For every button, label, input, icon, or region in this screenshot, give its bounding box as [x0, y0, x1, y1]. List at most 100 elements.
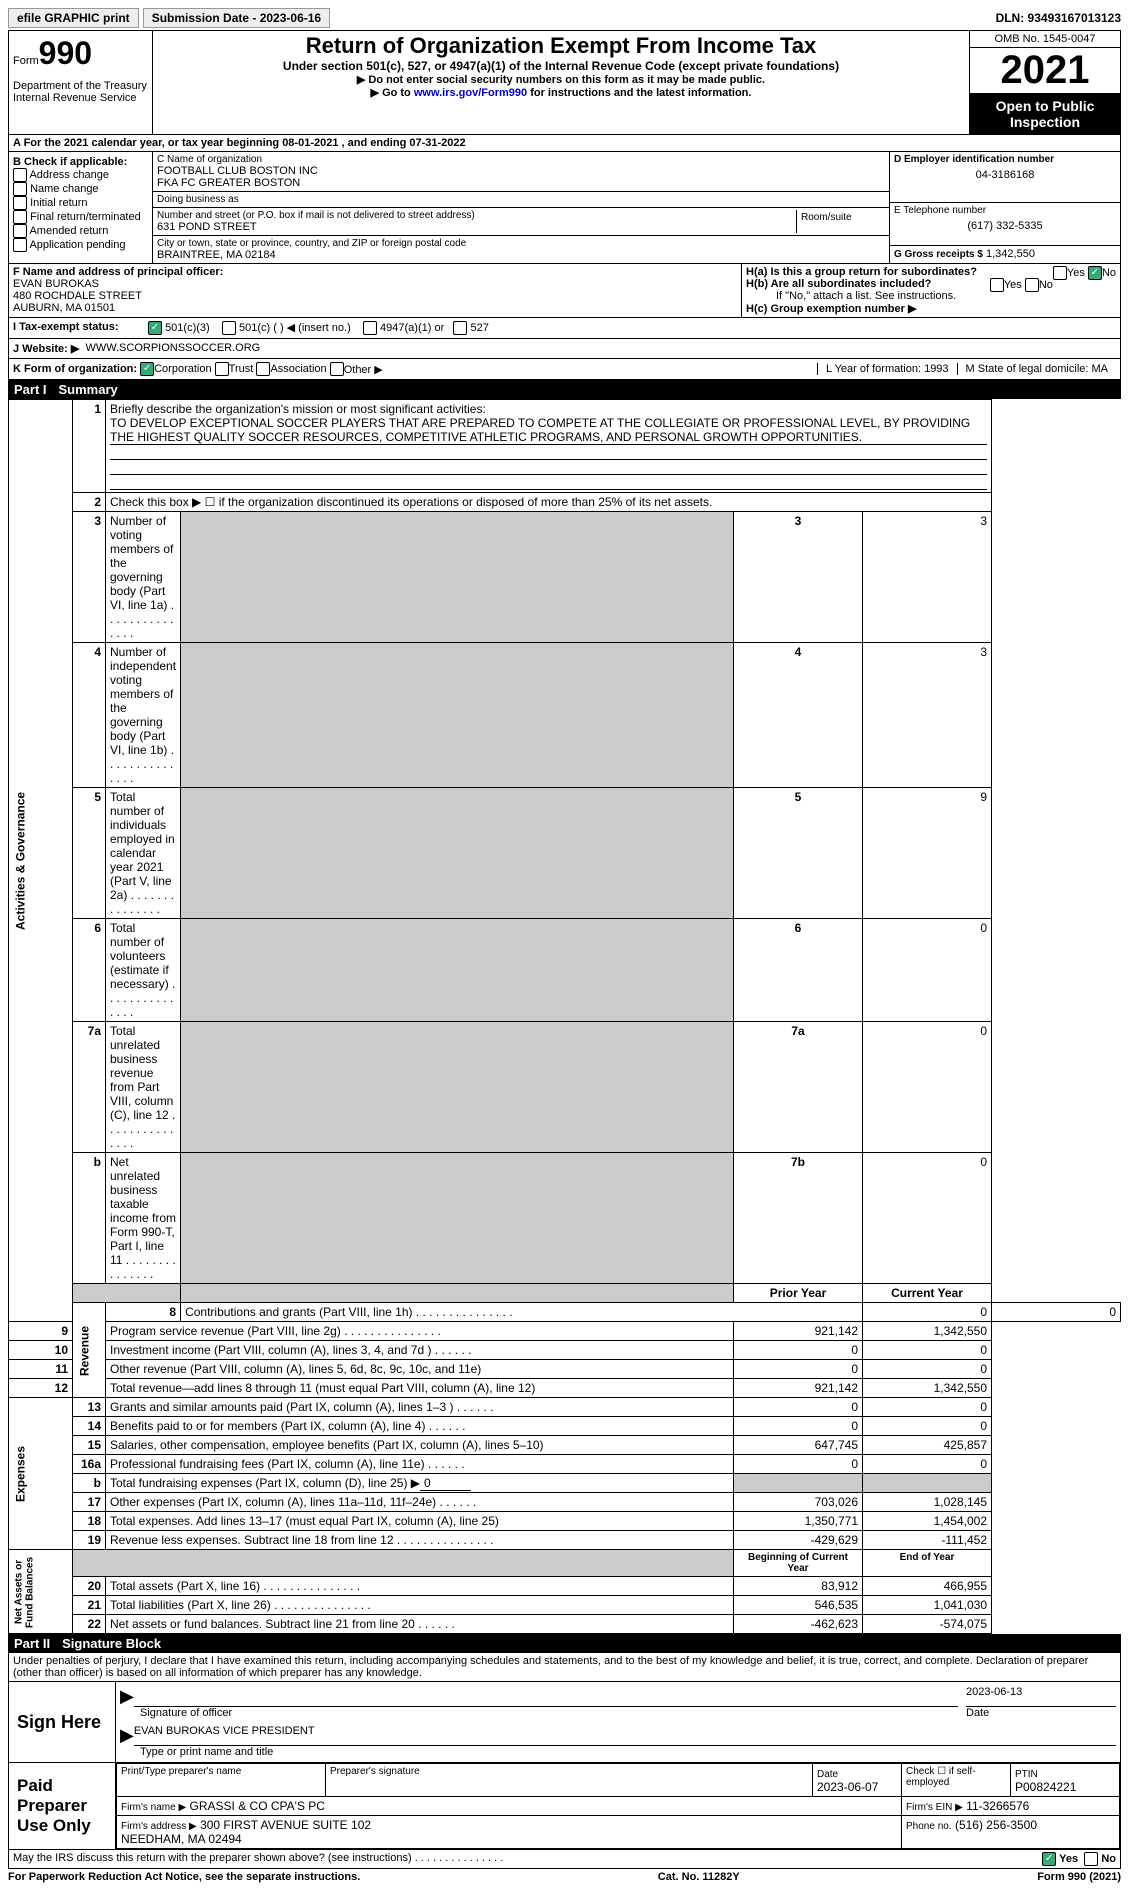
val-4: 3 — [863, 643, 992, 788]
chk-trust[interactable] — [215, 362, 229, 376]
vlabel-rev: Revenue — [73, 1303, 106, 1398]
open-to-public: Open to Public Inspection — [970, 94, 1120, 134]
ha-no[interactable] — [1088, 266, 1102, 280]
officer-street: 480 ROCHDALE STREET — [13, 290, 737, 302]
discuss-no[interactable] — [1084, 1852, 1098, 1866]
instr-ssn: ▶ Do not enter social security numbers o… — [159, 73, 963, 86]
ein-label: D Employer identification number — [894, 154, 1116, 165]
self-employed-check[interactable]: Check ☐ if self-employed — [902, 1764, 1011, 1797]
pra-notice: For Paperwork Reduction Act Notice, see … — [8, 1871, 360, 1883]
form-header: Form990 Department of the Treasury Inter… — [8, 30, 1121, 135]
firm-phone: (516) 256-3500 — [955, 1818, 1037, 1832]
footer: For Paperwork Reduction Act Notice, see … — [8, 1869, 1121, 1885]
chk-address-change[interactable]: Address change — [13, 168, 148, 182]
ha-yes[interactable] — [1053, 266, 1067, 280]
chk-4947[interactable] — [363, 321, 377, 335]
chk-initial-return[interactable]: Initial return — [13, 196, 148, 210]
cy-hdr: Current Year — [863, 1284, 992, 1303]
gross-value: 1,342,550 — [986, 248, 1035, 260]
sign-here-section: Sign Here ▶ 2023-06-13 Signature of offi… — [8, 1682, 1121, 1763]
row-i: I Tax-exempt status: 501(c)(3) 501(c) ( … — [8, 318, 1121, 339]
instr-goto: ▶ Go to www.irs.gov/Form990 for instruct… — [159, 86, 963, 99]
discuss-row: May the IRS discuss this return with the… — [8, 1850, 1121, 1869]
state-domicile: M State of legal domicile: MA — [957, 363, 1116, 375]
chk-application-pending[interactable]: Application pending — [13, 238, 148, 252]
arrow-icon: ▶ — [120, 1686, 134, 1707]
perjury-text: Under penalties of perjury, I declare th… — [8, 1653, 1121, 1682]
vlabel-exp: Expenses — [9, 1398, 73, 1550]
row-j: J Website: ▶ WWW.SCORPIONSSOCCER.ORG — [8, 339, 1121, 359]
form-ref: Form 990 (2021) — [1037, 1871, 1121, 1883]
f-label: F Name and address of principal officer: — [13, 266, 737, 278]
submission-date-button[interactable]: Submission Date - 2023-06-16 — [143, 8, 330, 28]
website-value: WWW.SCORPIONSSOCCER.ORG — [85, 342, 260, 355]
dept-treasury: Department of the Treasury Internal Reve… — [13, 80, 148, 104]
year-formation: L Year of formation: 1993 — [817, 363, 957, 375]
line1-label: Briefly describe the organization's miss… — [110, 402, 486, 416]
form-title: Return of Organization Exempt From Incom… — [159, 33, 963, 59]
city-label: City or town, state or province, country… — [157, 238, 885, 249]
sig-date: 2023-06-13 — [966, 1686, 1116, 1707]
val-5: 9 — [863, 788, 992, 919]
h-c: H(c) Group exemption number ▶ — [746, 302, 1116, 315]
officer-printed: EVAN BUROKAS VICE PRESIDENT — [134, 1725, 1116, 1746]
gross-label: G Gross receipts $ — [894, 249, 983, 260]
prep-date: 2023-06-07 — [817, 1780, 878, 1794]
chk-501c[interactable] — [222, 321, 236, 335]
ein-value: 04-3186168 — [894, 169, 1116, 181]
paid-preparer-label: Paid Preparer Use Only — [9, 1763, 115, 1849]
val-3: 3 — [863, 512, 992, 643]
org-name: FOOTBALL CLUB BOSTON INC FKA FC GREATER … — [157, 165, 885, 189]
summary-table: Activities & Governance 1 Briefly descri… — [8, 399, 1121, 1634]
chk-corp[interactable] — [140, 362, 154, 376]
arrow-icon: ▶ — [120, 1725, 134, 1746]
dln-text: DLN: 93493167013123 — [996, 11, 1121, 25]
dba-label: Doing business as — [157, 194, 885, 205]
chk-assoc[interactable] — [256, 362, 270, 376]
chk-other[interactable] — [330, 362, 344, 376]
part2-header: Part IISignature Block — [8, 1634, 1121, 1653]
vlabel-ag: Activities & Governance — [9, 400, 73, 1322]
b-label: B Check if applicable: — [13, 156, 148, 168]
chk-name-change[interactable]: Name change — [13, 182, 148, 196]
ptin-value: P00824221 — [1015, 1780, 1076, 1794]
officer-name: EVAN BUROKAS — [13, 278, 737, 290]
c-name-label: C Name of organization — [157, 154, 885, 165]
form-subtitle: Under section 501(c), 527, or 4947(a)(1)… — [159, 59, 963, 73]
val-16b: 0 — [420, 1476, 471, 1491]
h-note: If "No," attach a list. See instructions… — [746, 290, 1116, 302]
sign-here-label: Sign Here — [9, 1682, 115, 1762]
phone-value: (617) 332-5335 — [894, 220, 1116, 232]
omb-number: OMB No. 1545-0047 — [970, 31, 1120, 48]
tax-year: 2021 — [970, 48, 1120, 94]
hb-yes[interactable] — [990, 278, 1004, 292]
val-7a: 0 — [863, 1022, 992, 1153]
room-label: Room/suite — [801, 212, 881, 223]
phone-label: E Telephone number — [894, 205, 1116, 216]
py-hdr: Prior Year — [734, 1284, 863, 1303]
mission-text: TO DEVELOP EXCEPTIONAL SOCCER PLAYERS TH… — [110, 416, 987, 445]
part1-header: Part I Summary — [8, 380, 1121, 399]
vlabel-na: Net Assets or Fund Balances — [9, 1550, 73, 1634]
firm-name: GRASSI & CO CPA'S PC — [190, 1799, 325, 1813]
discuss-yes[interactable] — [1042, 1852, 1056, 1866]
val-6: 0 — [863, 919, 992, 1022]
irs-link[interactable]: www.irs.gov/Form990 — [414, 87, 527, 99]
paid-preparer-section: Paid Preparer Use Only Print/Type prepar… — [8, 1763, 1121, 1850]
chk-final-return[interactable]: Final return/terminated — [13, 210, 148, 224]
chk-501c3[interactable] — [148, 321, 162, 335]
row-a-tax-year: A For the 2021 calendar year, or tax yea… — [8, 135, 1121, 152]
hb-no[interactable] — [1025, 278, 1039, 292]
street-label: Number and street (or P.O. box if mail i… — [157, 210, 796, 221]
street-value: 631 POND STREET — [157, 221, 796, 233]
top-bar: efile GRAPHIC print Submission Date - 20… — [8, 8, 1121, 28]
chk-amended-return[interactable]: Amended return — [13, 224, 148, 238]
val-7b: 0 — [863, 1153, 992, 1284]
row-k: K Form of organization: Corporation Trus… — [8, 359, 1121, 380]
firm-ein: 11-3266576 — [966, 1799, 1029, 1813]
efile-print-button[interactable]: efile GRAPHIC print — [8, 8, 139, 28]
form-number: Form990 — [13, 35, 148, 72]
section-bcd: B Check if applicable: Address change Na… — [8, 152, 1121, 264]
chk-527[interactable] — [453, 321, 467, 335]
h-a: H(a) Is this a group return for subordin… — [746, 266, 1116, 278]
